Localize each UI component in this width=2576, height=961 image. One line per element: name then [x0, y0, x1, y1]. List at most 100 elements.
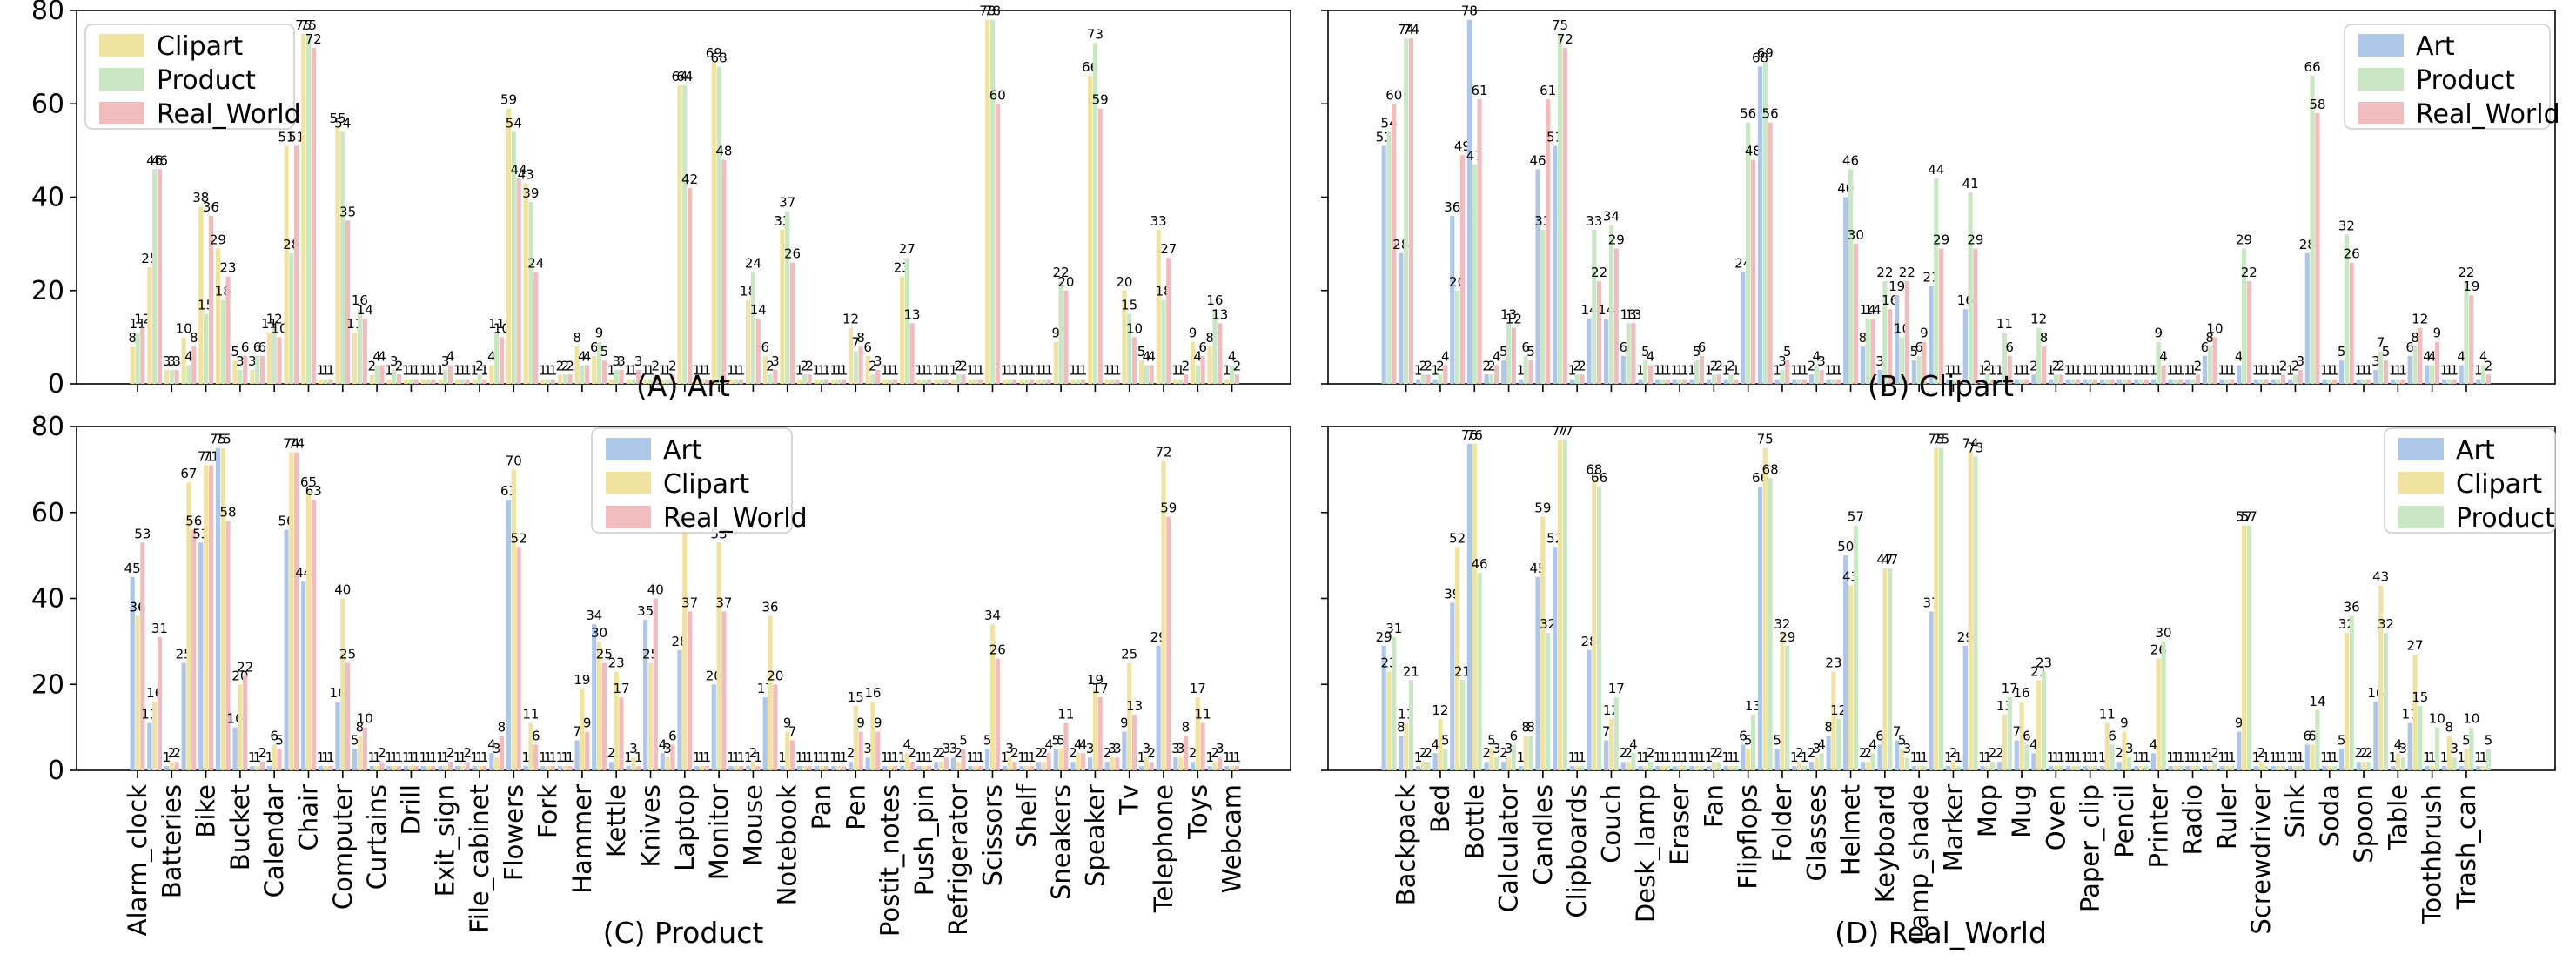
bar-value-label: 1 — [801, 749, 809, 765]
bar-A-Soda-Clipart — [1070, 379, 1076, 384]
bar-value-label: 6 — [1875, 728, 1884, 743]
bar-A-Table-Product — [1144, 365, 1149, 384]
bar-value-label: 59 — [1534, 501, 1551, 516]
bar-A-Knives-Clipart — [643, 379, 648, 384]
bar-B-Bike-Art — [1450, 215, 1455, 384]
bar-value-label: 2 — [1103, 745, 1111, 761]
bar-B-Mop-Product — [1985, 374, 1990, 384]
bar-value-label: 1 — [2115, 363, 2123, 379]
bar-D-Pencil-Art — [2116, 762, 2122, 770]
bar-value-label: 1 — [402, 749, 411, 765]
bar-value-label: 1 — [2143, 363, 2151, 379]
bar-value-label: 1 — [2047, 363, 2056, 379]
bar-B-Mug-Product — [2019, 379, 2024, 384]
bar-value-label: 5 — [1773, 732, 1781, 748]
bar-value-label: 3 — [441, 353, 450, 369]
bar-value-label: 14 — [1860, 302, 1876, 318]
bar-value-label: 59 — [500, 92, 517, 108]
bar-value-label: 1 — [607, 363, 616, 379]
bar-D-Shelf-Clipart — [2276, 766, 2281, 770]
bar-value-label: 1 — [2325, 749, 2334, 765]
bar-D-Monitor-Art — [1962, 645, 1968, 770]
bar-B-File_cabinet-Art — [1723, 379, 1728, 384]
bar-C-Computer-Clipart — [340, 598, 345, 770]
bar-value-label: 58 — [2309, 97, 2325, 112]
bar-A-Printer-Real_World — [909, 323, 915, 384]
bar-D-Ruler-Product — [2230, 766, 2235, 770]
bar-A-Tv-Real_World — [1131, 337, 1137, 384]
bar-value-label: 2 — [1983, 358, 1992, 373]
bar-value-label: 1 — [390, 749, 399, 765]
bar-A-Mop-Clipart — [728, 379, 734, 384]
bar-value-label: 5 — [2485, 732, 2493, 748]
x-tick-label: Lamp_shade — [1904, 784, 1934, 944]
bar-C-Calendar-Clipart — [272, 744, 277, 770]
bar-C-Curtains-Real_World — [379, 762, 385, 770]
bar-value-label: 23 — [220, 260, 237, 276]
bar-value-label: 1 — [1223, 363, 1231, 379]
bar-C-Notebook-Art — [780, 766, 785, 770]
bar-value-label: 1 — [1801, 363, 1809, 379]
bar-C-Bottle-Art — [215, 447, 221, 770]
bar-A-Alarm_clock-Product — [135, 333, 140, 384]
bar-D-Radio-Clipart — [2190, 766, 2196, 770]
bar-value-label: 1 — [829, 363, 838, 379]
bar-D-Calculator-Clipart — [1506, 757, 1512, 770]
bar-B-Eraser-Real_World — [1682, 379, 1687, 384]
bar-value-label: 3 — [1812, 741, 1821, 756]
bar-B-Desk_lamp-Product — [1643, 360, 1648, 384]
bar-value-label: 12 — [1830, 702, 1847, 718]
bar-B-Clipboards-Art — [1569, 379, 1574, 384]
bar-B-Laptop-Art — [1929, 286, 1934, 384]
bar-C-Bike-Art — [198, 542, 204, 770]
x-tick-label: Fork — [533, 784, 563, 838]
bar-B-Shelf-Real_World — [2281, 374, 2286, 384]
bar-D-Trash_can-Clipart — [2464, 749, 2469, 770]
bar-C-Drill-Art — [404, 766, 409, 770]
bar-value-label: 29 — [1608, 232, 1625, 247]
bar-D-Curtains-Clipart — [1626, 762, 1631, 770]
bar-C-Marker-Art — [694, 766, 700, 770]
x-tick-label: Bottle — [1459, 784, 1489, 859]
y-tick-label: 40 — [31, 584, 64, 615]
bar-C-Toothbrush-Real_World — [1183, 736, 1189, 770]
bar-value-label: 1 — [1010, 363, 1019, 379]
bar-A-Kettle-Product — [614, 369, 619, 384]
bar-D-Pan-Clipart — [2070, 766, 2076, 770]
bar-D-Pan-Art — [2065, 766, 2070, 770]
bar-value-label: 9 — [583, 716, 592, 731]
bar-C-Bike-Clipart — [204, 465, 209, 770]
bar-D-Mop-Art — [1980, 766, 1985, 770]
bar-D-Telephone-Clipart — [2412, 654, 2418, 770]
bar-C-Laptop-Art — [677, 649, 682, 770]
x-tick-label: Monitor — [704, 784, 734, 880]
bar-C-Fan-Real_World — [465, 762, 470, 770]
bar-B-Pen-Product — [2104, 379, 2110, 384]
bar-C-Monitor-Clipart — [716, 542, 721, 770]
subplot-D: 292331Backpack81121122Bed4125395221Bottl… — [1321, 423, 2556, 944]
bar-D-Calendar-Art — [1518, 766, 1523, 770]
bar-value-label: 1 — [1074, 363, 1083, 379]
bar-value-label: 1 — [1727, 749, 1735, 765]
bar-value-label: 2 — [766, 358, 775, 373]
bar-D-Backpack-Product — [1408, 680, 1414, 770]
bar-D-Calendar-Product — [1528, 736, 1533, 770]
bar-D-Glasses-Art — [1808, 762, 1815, 770]
bar-A-Drill-Clipart — [404, 379, 409, 384]
bar-B-Curtains-Real_World — [1631, 323, 1636, 384]
bar-B-Oven-Product — [2053, 374, 2058, 384]
bar-value-label: 1 — [2189, 749, 2197, 765]
bar-value-label: 1 — [2217, 363, 2226, 379]
bar-value-label: 3 — [163, 353, 171, 369]
bar-D-Oven-Product — [2058, 766, 2063, 770]
bar-value-label: 68 — [711, 50, 728, 65]
bar-value-label: 2 — [1211, 745, 1219, 761]
x-tick-label: Batteries — [157, 784, 186, 898]
bar-value-label: 1 — [624, 363, 633, 379]
bar-B-Toothbrush-Art — [2425, 365, 2430, 384]
x-tick-label: Candles — [1528, 784, 1558, 885]
legend-label-Clipart: Clipart — [2456, 469, 2542, 500]
bar-D-Kettle-Art — [1860, 762, 1865, 770]
bar-A-Bottle-Product — [220, 299, 225, 384]
bar-value-label: 1 — [1069, 363, 1077, 379]
